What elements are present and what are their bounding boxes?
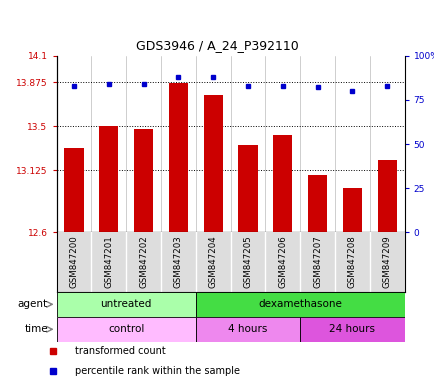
Text: GSM847205: GSM847205 [243,235,252,288]
Bar [56,317,195,342]
Text: GSM847203: GSM847203 [174,235,182,288]
Text: untreated: untreated [100,299,151,310]
Bar [299,317,404,342]
Text: percentile rank within the sample: percentile rank within the sample [76,366,240,376]
Bar [238,145,257,232]
Text: GSM847202: GSM847202 [139,235,148,288]
Bar [134,129,153,232]
Bar [377,161,396,232]
Text: GSM847209: GSM847209 [382,235,391,288]
Bar [99,126,118,232]
Text: GSM847200: GSM847200 [69,235,78,288]
Bar [307,175,326,232]
Bar [56,292,195,317]
Text: GSM847204: GSM847204 [208,235,217,288]
Bar [342,187,361,232]
Text: GDS3946 / A_24_P392110: GDS3946 / A_24_P392110 [136,39,298,52]
Text: control: control [108,324,144,334]
Bar [64,147,83,232]
Bar [168,83,187,232]
Bar [203,94,222,232]
Text: 4 hours: 4 hours [228,324,267,334]
Text: GSM847208: GSM847208 [347,235,356,288]
Text: transformed count: transformed count [76,346,166,356]
Text: GSM847201: GSM847201 [104,235,113,288]
Bar [195,292,404,317]
Text: agent: agent [18,299,48,310]
Bar [195,317,299,342]
Text: dexamethasone: dexamethasone [258,299,341,310]
Text: time: time [24,324,48,334]
Bar [273,134,292,232]
Text: GSM847206: GSM847206 [278,235,286,288]
Text: 24 hours: 24 hours [329,324,375,334]
Text: GSM847207: GSM847207 [312,235,321,288]
